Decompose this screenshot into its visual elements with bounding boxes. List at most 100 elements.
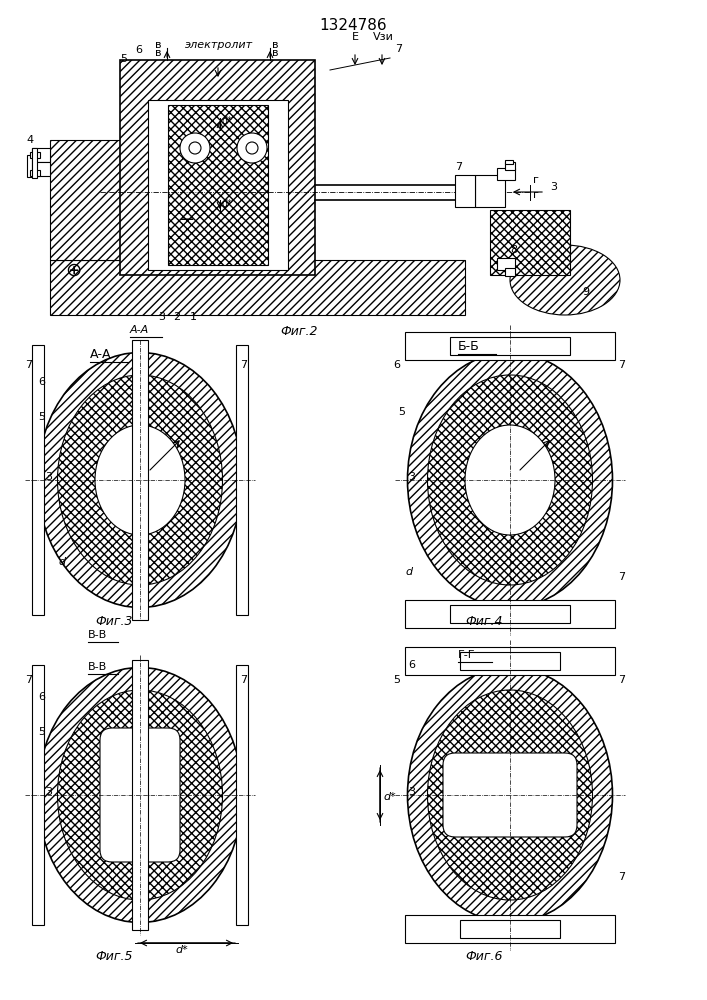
Text: 6: 6 <box>393 360 400 370</box>
Text: 3: 3 <box>45 787 52 797</box>
Text: Г-Г: Г-Г <box>458 650 476 660</box>
Ellipse shape <box>428 375 592 585</box>
Text: Фиг.2: Фиг.2 <box>280 325 317 338</box>
Text: 5: 5 <box>120 54 127 64</box>
Bar <box>148 100 288 270</box>
Text: А-А: А-А <box>90 348 112 361</box>
Text: 3: 3 <box>45 472 52 482</box>
Text: 3: 3 <box>408 787 415 797</box>
Ellipse shape <box>510 245 620 315</box>
Text: 7: 7 <box>618 675 625 685</box>
Ellipse shape <box>407 668 612 922</box>
Bar <box>505 268 515 276</box>
Bar <box>32 345 44 615</box>
Text: 5: 5 <box>38 727 45 737</box>
Ellipse shape <box>57 690 223 900</box>
Bar <box>505 160 513 164</box>
Bar <box>120 60 315 275</box>
Text: 6: 6 <box>38 692 45 702</box>
Text: Фиг.6: Фиг.6 <box>465 950 503 963</box>
Circle shape <box>180 133 210 163</box>
Bar <box>30 152 40 158</box>
Bar <box>132 340 148 620</box>
Text: Фиг.4: Фиг.4 <box>465 615 503 628</box>
Bar <box>236 665 248 925</box>
Text: в: в <box>272 40 279 50</box>
Ellipse shape <box>465 425 555 535</box>
Bar <box>168 105 268 265</box>
Bar <box>27 155 32 177</box>
Text: 3: 3 <box>408 472 415 482</box>
Text: 7: 7 <box>455 162 462 172</box>
Text: г: г <box>533 190 539 200</box>
Bar <box>455 175 475 207</box>
Text: в: в <box>155 40 161 50</box>
Bar <box>32 665 44 925</box>
Bar <box>450 605 570 623</box>
Text: 5: 5 <box>393 675 400 685</box>
Bar <box>490 210 570 275</box>
Text: 4: 4 <box>26 135 33 145</box>
Bar <box>405 332 615 360</box>
Bar <box>460 652 560 670</box>
Text: 1324786: 1324786 <box>319 18 387 33</box>
Bar <box>497 258 515 270</box>
Ellipse shape <box>57 375 223 585</box>
Bar <box>405 647 615 675</box>
Text: 7: 7 <box>395 44 402 54</box>
Text: 9: 9 <box>582 287 589 297</box>
Text: 7: 7 <box>618 872 625 882</box>
Text: 1: 1 <box>190 312 197 322</box>
Bar <box>460 920 560 938</box>
Text: 8: 8 <box>510 245 517 255</box>
Bar <box>475 175 505 207</box>
Text: 6: 6 <box>135 45 142 55</box>
Text: Фиг.5: Фиг.5 <box>95 950 132 963</box>
Text: 3: 3 <box>550 182 557 192</box>
Text: 5: 5 <box>38 412 45 422</box>
Text: E: E <box>352 32 359 42</box>
Text: d*: d* <box>222 116 233 126</box>
Text: 7: 7 <box>25 360 32 370</box>
Text: Б-Б: Б-Б <box>458 340 480 353</box>
Circle shape <box>237 133 267 163</box>
Text: А-А: А-А <box>130 325 149 335</box>
Text: d*: d* <box>383 792 396 802</box>
Bar <box>32 148 50 162</box>
Bar <box>450 337 570 355</box>
Text: Фиг.3: Фиг.3 <box>95 615 132 628</box>
Text: d*: d* <box>175 945 188 955</box>
Text: 7: 7 <box>618 360 625 370</box>
Text: электролит: электролит <box>185 40 253 50</box>
Bar <box>236 345 248 615</box>
Bar <box>32 148 37 178</box>
Text: 6: 6 <box>38 377 45 387</box>
Bar <box>50 140 120 260</box>
FancyBboxPatch shape <box>443 753 577 837</box>
Text: 6: 6 <box>408 660 415 670</box>
Ellipse shape <box>37 668 243 922</box>
Text: 3: 3 <box>158 312 165 322</box>
Circle shape <box>189 142 201 154</box>
Bar <box>50 260 465 315</box>
Bar <box>505 162 515 170</box>
Ellipse shape <box>407 353 612 607</box>
Text: 7: 7 <box>240 675 247 685</box>
Text: 7: 7 <box>618 572 625 582</box>
Circle shape <box>246 142 258 154</box>
Text: в: в <box>155 48 161 58</box>
Text: 5: 5 <box>398 407 405 417</box>
Text: Vзи: Vзи <box>373 32 394 42</box>
Text: d*: d* <box>222 199 233 209</box>
Text: в: в <box>272 48 279 58</box>
FancyBboxPatch shape <box>100 728 180 862</box>
Text: В-В: В-В <box>88 662 107 672</box>
Bar <box>132 660 148 930</box>
Text: 7: 7 <box>25 675 32 685</box>
Ellipse shape <box>428 690 592 900</box>
Bar <box>405 600 615 628</box>
Ellipse shape <box>95 425 185 535</box>
Text: d: d <box>58 557 65 567</box>
Ellipse shape <box>37 353 243 607</box>
Text: d: d <box>405 567 412 577</box>
